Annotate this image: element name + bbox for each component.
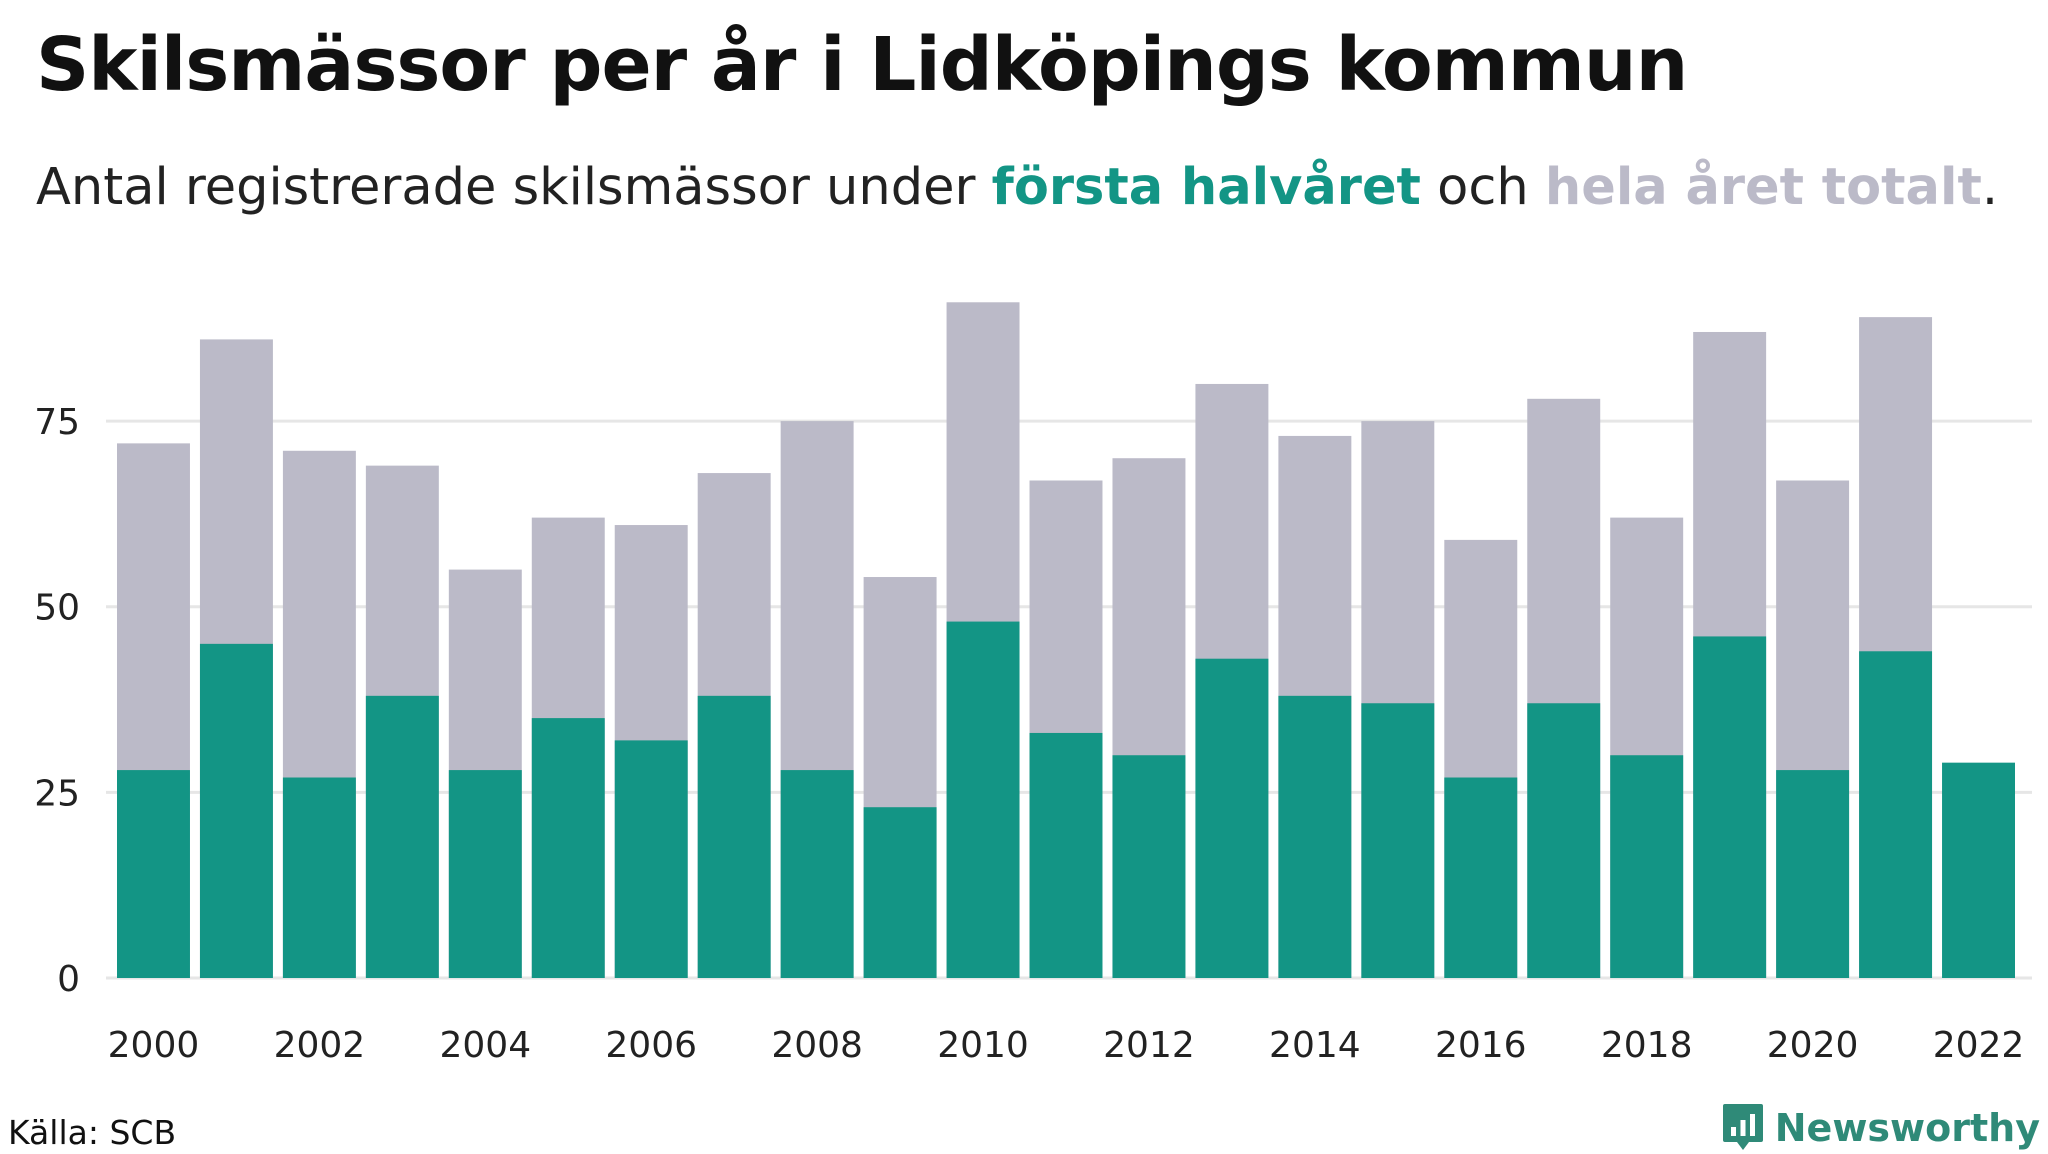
bar-chart: 0 25 50 75 2000 2002 2004 2006 2008 2010 2012 2014 2… <box>34 302 2032 1066</box>
x-tick-label: 2016 <box>1435 1025 1527 1066</box>
x-tick-label: 2020 <box>1767 1025 1859 1066</box>
x-tick-label: 2004 <box>439 1025 531 1066</box>
bar-first-half <box>448 770 522 978</box>
bar-first-half <box>1610 755 1684 978</box>
bar-first-half <box>282 777 356 978</box>
chart-subtitle: Antal registrerade skilsmässor under för… <box>36 158 1998 217</box>
y-tick-label: 75 <box>34 402 80 443</box>
x-tick-label: 2010 <box>937 1025 1029 1066</box>
bar-first-half <box>780 770 854 978</box>
x-tick-label: 2000 <box>108 1025 200 1066</box>
bar-first-half <box>1527 703 1601 978</box>
x-tick-label: 2022 <box>1933 1025 2025 1066</box>
newsworthy-logo-icon <box>1722 1104 1763 1150</box>
bar-first-half <box>1444 777 1518 978</box>
bar-first-half <box>1029 732 1103 978</box>
bar-first-half <box>946 621 1020 978</box>
y-tick-label: 0 <box>57 959 80 1000</box>
bar-first-half <box>1859 651 1933 978</box>
bar-first-half <box>1776 770 1850 978</box>
bar-first-half <box>1942 762 2015 978</box>
x-tick-label: 2018 <box>1601 1025 1693 1066</box>
bar-first-half <box>863 807 937 978</box>
bar-first-half <box>531 718 605 978</box>
subtitle-prefix: Antal registrerade skilsmässor under <box>36 158 992 217</box>
bar-first-half <box>1195 658 1269 978</box>
y-tick-label: 25 <box>34 773 80 814</box>
brand-name: Newsworthy <box>1774 1106 2040 1150</box>
bar-first-half <box>365 695 439 978</box>
bar-first-half <box>1361 703 1435 978</box>
brand: Newsworthy <box>1721 1102 2040 1154</box>
bar-first-half <box>1693 636 1767 978</box>
x-tick-label: 2006 <box>605 1025 697 1066</box>
x-tick-label: 2002 <box>274 1025 366 1066</box>
bar-first-half <box>1278 695 1352 978</box>
bar-first-half <box>614 740 688 978</box>
subtitle-suffix: . <box>1981 158 1999 217</box>
x-tick-label: 2014 <box>1269 1025 1361 1066</box>
bar-first-half <box>697 695 771 978</box>
x-tick-label: 2008 <box>771 1025 863 1066</box>
bar-first-half <box>117 770 190 978</box>
bar-first-half <box>199 643 273 978</box>
x-tick-label: 2012 <box>1103 1025 1195 1066</box>
chart-title: Skilsmässor per år i Lidköpings kommun <box>36 22 1688 108</box>
subtitle-middle: och <box>1420 158 1545 217</box>
y-tick-label: 50 <box>34 588 80 629</box>
subtitle-full-year-label: hela året totalt <box>1544 158 1982 217</box>
subtitle-first-half-label: första halvåret <box>991 158 1421 217</box>
source-note: Källa: SCB <box>8 1113 177 1152</box>
bar-first-half <box>1112 755 1186 978</box>
